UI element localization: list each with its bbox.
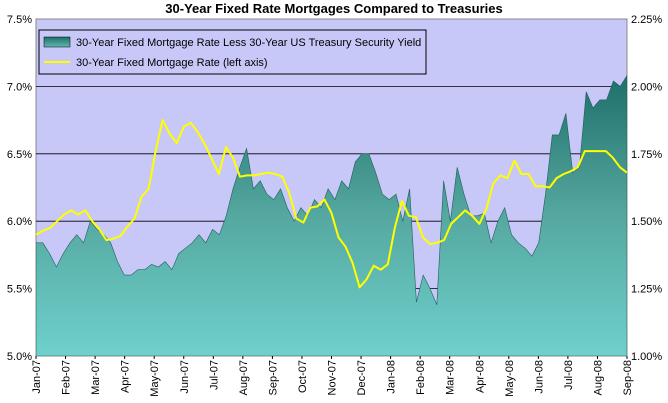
x-axis-tick-label: Jul-08 <box>563 360 575 390</box>
x-axis-tick-label: Nov-07 <box>327 360 339 395</box>
x-axis-tick-label: Jan-07 <box>31 360 43 394</box>
right-axis-tick-label: 1.00% <box>631 351 662 363</box>
mortgage-rate-line-series <box>36 119 627 289</box>
x-axis-tick-label: Jul-07 <box>208 360 220 390</box>
right-axis: 1.00% 1.25% 1.50% 1.75% 2.00% 2.25% <box>631 14 662 363</box>
x-axis-tick-label: Feb-08 <box>415 360 427 395</box>
left-axis-tick-label: 6.5% <box>7 149 32 161</box>
left-axis-tick-label: 5.0% <box>7 351 32 363</box>
x-axis-tick-label: Aug-08 <box>592 360 604 395</box>
right-axis-tick-label: 1.50% <box>631 216 662 228</box>
x-axis-tick-label: Aug-07 <box>238 360 250 395</box>
x-axis-tick-label: Apr-07 <box>120 360 132 393</box>
legend-swatch-spread <box>43 36 71 48</box>
left-axis-tick-label: 7.5% <box>7 14 32 26</box>
x-axis-tick-label: Mar-08 <box>445 360 457 395</box>
x-axis-tick-label: Sep-07 <box>267 360 279 395</box>
x-axis-tick-label: Mar-07 <box>90 360 102 395</box>
right-axis-tick-label: 1.25% <box>631 284 662 296</box>
mortgage-rate-line <box>36 119 627 289</box>
right-axis-tick-label: 2.00% <box>631 81 662 93</box>
x-axis-tick-label: Apr-08 <box>474 360 486 393</box>
x-axis-tick-label: Sep-08 <box>622 360 634 395</box>
left-axis-tick-label: 6.0% <box>7 216 32 228</box>
x-axis-tick-label: Jun-08 <box>533 360 545 394</box>
left-axis-tick-label: 5.5% <box>7 284 32 296</box>
legend: 30-Year Fixed Mortgage Rate Less 30-Year… <box>38 29 427 75</box>
x-axis-tick-label: May-08 <box>504 360 516 397</box>
x-axis-tick-label: Feb-07 <box>61 360 73 395</box>
right-axis-tick-label: 1.75% <box>631 149 662 161</box>
chart-title: 30-Year Fixed Rate Mortgages Compared to… <box>165 1 502 16</box>
legend-box <box>38 29 427 75</box>
x-axis-tick-label: Jan-08 <box>386 360 398 394</box>
x-axis-tick-label: Jun-07 <box>179 360 191 394</box>
x-axis-tick-label: Dec-07 <box>356 360 368 395</box>
right-axis-tick-label: 2.25% <box>631 14 662 26</box>
x-axis-tick-label: May-07 <box>149 360 161 397</box>
x-axis: Jan-07 Feb-07 Mar-07 Apr-07 May-07 Jun-07 Jul-… <box>31 356 634 397</box>
left-axis: 5.0% 5.5% 6.0% 6.5% 7.0% 7.5% <box>7 14 32 363</box>
left-axis-tick-label: 7.0% <box>7 81 32 93</box>
legend-label-spread: 30-Year Fixed Mortgage Rate Less 30-Year… <box>76 37 421 49</box>
x-axis-tick-label: Oct-07 <box>297 360 309 393</box>
legend-label-mortgage: 30-Year Fixed Mortgage Rate (left axis) <box>76 57 268 69</box>
